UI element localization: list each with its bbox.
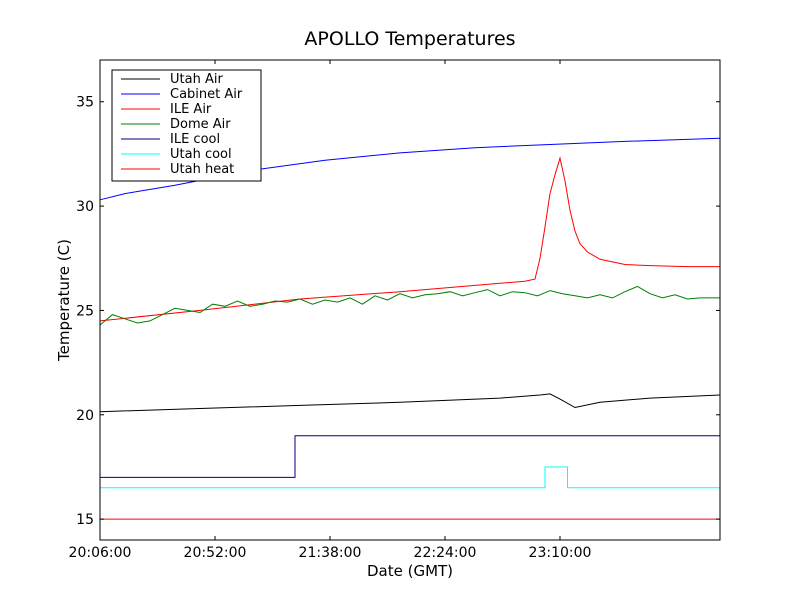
legend-label: Utah Air <box>170 72 223 87</box>
series-line-utah-cool <box>100 466 720 489</box>
series-line-utah-air <box>99 393 721 413</box>
legend-label: Dome Air <box>170 117 231 132</box>
series-line-ile-air <box>99 156 720 322</box>
y-tick-label: 15 <box>76 512 94 528</box>
y-tick-label: 20 <box>76 408 94 424</box>
legend-label: Cabinet Air <box>170 87 243 102</box>
y-tick-label: 25 <box>76 303 94 319</box>
ticks-layer: 20:06:00 20:52:00 21:38:00 22:24:00 23:10:00… <box>69 60 720 561</box>
chart-title: APOLLO Temperatures <box>304 28 515 50</box>
plot-frame <box>99 59 721 541</box>
y-tick-label: 30 <box>76 199 94 215</box>
x-tick-label: 22:24:00 <box>414 545 477 561</box>
series-layer <box>99 137 721 520</box>
x-tick-label: 21:38:00 <box>299 545 362 561</box>
legend-label: Utah cool <box>170 147 232 162</box>
x-tick-label: 20:06:00 <box>69 545 132 561</box>
legend-label: Utah heat <box>170 162 234 177</box>
series-line-cabinet-air <box>99 137 721 201</box>
legend-label: ILE cool <box>170 132 220 147</box>
series-line-ile-cool <box>100 435 720 478</box>
y-tick-label: 35 <box>76 95 94 111</box>
x-tick-label: 23:10:00 <box>529 545 592 561</box>
legend-label: ILE Air <box>170 102 212 117</box>
legend-box <box>111 69 262 182</box>
y-axis-label: Temperature (C) <box>55 239 73 362</box>
x-axis-label: Date (GMT) <box>367 562 453 580</box>
series-line-dome-air <box>99 285 720 326</box>
x-tick-label: 20:52:00 <box>184 545 247 561</box>
